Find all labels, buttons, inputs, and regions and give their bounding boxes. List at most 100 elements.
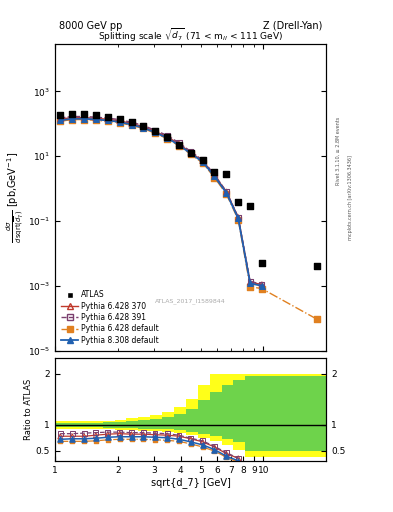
Point (140, 122, 146, 131)
Point (176, 437, 182, 445)
Point (57, 430, 63, 438)
Point (164, 133, 170, 141)
Point (69, 110, 75, 118)
Point (211, 445, 218, 454)
Point (223, 189, 230, 197)
Point (187, 148, 194, 157)
Point (200, 441, 206, 449)
Point (187, 438, 194, 446)
Point (116, 430, 123, 438)
Point (69, 430, 75, 438)
Point (164, 436, 170, 444)
Point (152, 127, 158, 136)
Point (235, 216, 241, 224)
Point (187, 147, 194, 156)
Point (187, 440, 194, 448)
Point (129, 435, 135, 443)
Point (105, 430, 111, 438)
Point (152, 436, 158, 444)
Point (164, 431, 170, 439)
Point (129, 121, 135, 130)
Point (116, 116, 123, 124)
Point (116, 428, 123, 436)
Point (200, 157, 206, 165)
Point (105, 114, 111, 122)
Point (129, 430, 135, 438)
Point (140, 121, 146, 130)
Point (140, 433, 146, 441)
Point (223, 170, 230, 178)
Point (235, 198, 241, 206)
Point (57, 437, 63, 445)
Text: Rivet 3.1.10, ≥ 2.8M events: Rivet 3.1.10, ≥ 2.8M events (336, 117, 341, 185)
Point (176, 141, 182, 149)
Point (200, 158, 206, 166)
Point (235, 454, 241, 462)
Point (81, 113, 87, 121)
Point (105, 428, 111, 436)
Text: 8000 GeV pp: 8000 GeV pp (59, 20, 122, 31)
Point (259, 282, 265, 290)
Point (200, 437, 206, 445)
Point (105, 436, 111, 444)
Point (81, 110, 87, 118)
Point (116, 115, 123, 123)
Point (235, 457, 241, 465)
Point (93, 113, 99, 121)
Point (69, 115, 75, 123)
Point (140, 430, 146, 438)
Point (93, 437, 99, 445)
Point (211, 447, 218, 455)
Point (223, 190, 230, 198)
Point (247, 278, 253, 286)
Point (129, 429, 135, 437)
Point (57, 111, 63, 119)
Point (200, 156, 206, 164)
Point (140, 124, 146, 133)
Point (223, 450, 230, 458)
Point (187, 150, 194, 158)
Point (164, 134, 170, 142)
Point (259, 259, 265, 267)
Point (211, 172, 218, 180)
X-axis label: sqrt{d_7} [GeV]: sqrt{d_7} [GeV] (151, 477, 231, 488)
Point (69, 116, 75, 124)
Point (81, 435, 87, 443)
Point (129, 121, 135, 129)
Point (57, 115, 63, 123)
Point (81, 114, 87, 122)
Point (81, 115, 87, 123)
Point (211, 442, 218, 451)
Point (57, 435, 63, 443)
Point (105, 115, 111, 123)
Point (81, 437, 87, 445)
Point (200, 443, 206, 451)
Point (176, 431, 182, 439)
Point (211, 174, 218, 182)
Point (314, 262, 320, 270)
Point (57, 117, 63, 125)
Point (81, 432, 87, 440)
Point (152, 127, 158, 135)
Point (105, 116, 111, 124)
Point (176, 140, 182, 148)
Point (200, 156, 206, 164)
Point (164, 135, 170, 143)
Point (223, 188, 230, 196)
Text: Z (Drell-Yan): Z (Drell-Yan) (263, 20, 322, 31)
Point (223, 452, 230, 460)
Point (187, 435, 194, 443)
Point (93, 111, 99, 119)
Point (152, 129, 158, 137)
Point (69, 114, 75, 122)
Point (235, 458, 241, 466)
Point (164, 434, 170, 442)
Point (259, 281, 265, 289)
Point (152, 129, 158, 137)
Point (116, 117, 123, 125)
Point (93, 434, 99, 442)
Point (129, 118, 135, 126)
Title: Splitting scale $\sqrt{d_7}$ (71 < m$_{ll}$ < 111 GeV): Splitting scale $\sqrt{d_7}$ (71 < m$_{l… (98, 27, 283, 44)
Point (93, 116, 99, 124)
Point (235, 454, 241, 462)
